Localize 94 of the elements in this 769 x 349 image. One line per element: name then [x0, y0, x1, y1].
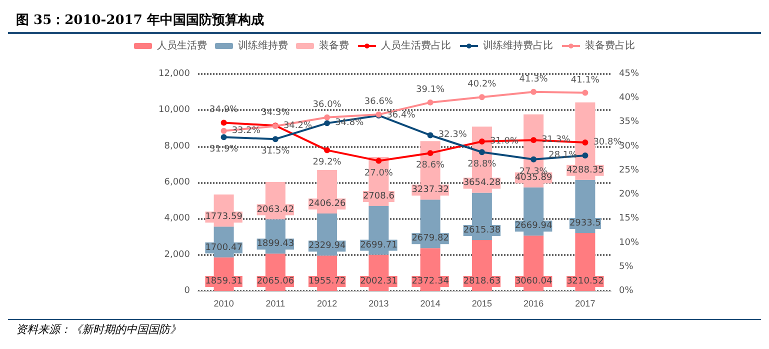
data-label: 31.5%: [261, 146, 290, 157]
data-label: 2933.5: [569, 218, 601, 228]
y-tick-label: 10,000: [158, 105, 190, 116]
data-label: 41.1%: [570, 75, 600, 86]
y-tick-label: 12,000: [158, 69, 190, 79]
data-label: 4035.89: [514, 172, 552, 183]
x-tick-label: 2012: [317, 298, 338, 308]
point: [582, 139, 588, 146]
data-label: 3060.04: [514, 276, 552, 286]
data-label: 34.2%: [283, 121, 312, 132]
x-tick-label: 2016: [524, 298, 544, 308]
data-label: 2372.34: [412, 276, 450, 286]
point: [582, 152, 588, 158]
data-label: 36.4%: [386, 110, 416, 120]
point: [220, 128, 227, 134]
data-label: 1955.72: [308, 276, 346, 286]
point: [220, 120, 227, 126]
data-label: 2406.26: [308, 199, 346, 209]
data-label: 1700.47: [205, 242, 242, 253]
point: [220, 134, 227, 140]
y2-tick-label: 25%: [619, 165, 640, 176]
y-tick-label: 0: [184, 286, 190, 296]
point: [582, 90, 588, 96]
data-label: 34.9%: [210, 105, 239, 116]
point: [530, 137, 537, 144]
data-label: 39.1%: [416, 84, 446, 95]
data-label: 29.2%: [312, 158, 342, 168]
data-label: 2615.38: [463, 226, 501, 236]
data-label: 36.6%: [364, 97, 394, 108]
x-tick-label: 2010: [214, 298, 234, 308]
data-label: 2063.42: [256, 204, 294, 215]
y-tick-label: 8,000: [164, 141, 190, 152]
data-label: 2669.94: [514, 221, 552, 232]
y2-tick-label: 15%: [619, 214, 640, 224]
point: [530, 88, 537, 95]
x-tick-label: 2011: [266, 298, 286, 308]
legend-label: 训练维持费: [238, 40, 288, 52]
point: [324, 120, 330, 126]
y2-tick-label: 35%: [619, 117, 640, 128]
data-label: 32.3%: [438, 130, 468, 140]
point: [478, 149, 485, 156]
data-label: 28.6%: [416, 160, 446, 171]
data-label: 2329.94: [308, 241, 346, 252]
point: [324, 114, 330, 120]
x-tick-label: 2013: [368, 298, 389, 308]
y-tick-label: 2,000: [164, 250, 190, 260]
x-tick-label: 2014: [420, 298, 440, 308]
point: [427, 150, 434, 156]
data-label: 36.0%: [312, 100, 342, 110]
point: [478, 138, 485, 145]
y-tick-label: 4,000: [164, 214, 190, 224]
y2-tick-label: 10%: [619, 238, 640, 248]
y2-tick-label: 0%: [619, 286, 634, 296]
data-label: 3237.32: [412, 185, 449, 196]
point: [272, 136, 278, 142]
data-label: 34.8%: [335, 118, 364, 128]
legend-label: 训练维持费占比: [483, 40, 553, 52]
data-label: 2679.82: [412, 234, 449, 244]
y-tick-label: 6,000: [164, 178, 190, 188]
point: [478, 94, 485, 100]
text: 资料来源：《新时期的中国国防》: [8, 319, 761, 339]
data-label: 3654.28: [463, 178, 501, 188]
legend-label: 装备费占比: [585, 40, 635, 52]
data-label: 28.8%: [468, 160, 497, 170]
data-label: 34.3%: [261, 108, 290, 118]
data-label: 1859.31: [205, 276, 242, 286]
data-label: 1899.43: [256, 239, 294, 250]
data-label: 40.2%: [468, 80, 497, 90]
point: [427, 132, 434, 138]
y2-tick-label: 40%: [619, 93, 640, 104]
point: [427, 99, 434, 106]
point: [530, 156, 537, 162]
data-label: 4288.35: [566, 165, 604, 176]
chart-title: 图 35：2010-2017 年中国国防预算构成: [8, 8, 761, 34]
x-tick-label: 2015: [472, 298, 492, 308]
data-label: 2708.6: [362, 191, 395, 202]
y2-tick-label: 45%: [619, 69, 640, 79]
data-label: 2818.63: [463, 276, 501, 286]
data-label: 3210.52: [566, 276, 604, 286]
point: [376, 158, 382, 164]
legend-label: 人员生活费: [157, 40, 207, 52]
y2-tick-label: 20%: [619, 190, 640, 200]
data-label: 31.9%: [210, 144, 239, 155]
data-label: 27.0%: [364, 168, 394, 178]
data-label: 2699.71: [360, 240, 398, 250]
legend-label: 人员生活费占比: [381, 40, 451, 52]
data-label: 1773.59: [205, 212, 243, 222]
y2-tick-label: 5%: [619, 262, 634, 272]
point: [324, 147, 330, 154]
x-tick-label: 2017: [575, 298, 596, 308]
data-label: 2002.31: [360, 276, 398, 286]
legend-label: 装备费: [319, 40, 349, 52]
data-label: 2065.06: [256, 276, 294, 286]
data-label: 41.3%: [519, 74, 548, 84]
